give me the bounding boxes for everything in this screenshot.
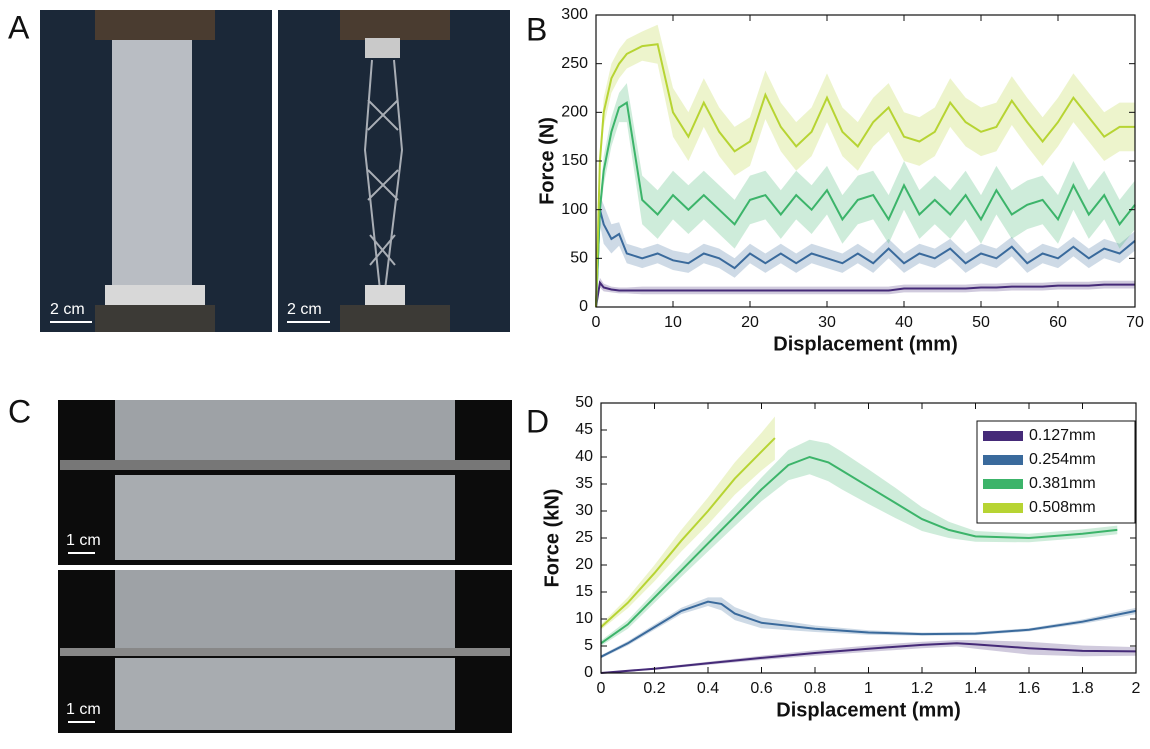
legend-swatch — [983, 431, 1023, 441]
series-line — [600, 642, 1137, 674]
y-tick-label: 250 — [561, 55, 588, 72]
x-tick-label: 2 — [1132, 680, 1141, 697]
x-tick-label: 1.2 — [911, 680, 933, 697]
y-tick-label: 5 — [584, 637, 593, 654]
series-line — [595, 43, 1135, 308]
y-tick-label: 100 — [561, 201, 588, 218]
y-tick-label: 35 — [575, 475, 593, 492]
y-tick-label: 0 — [584, 664, 593, 681]
y-tick-label: 45 — [575, 421, 593, 438]
panel-label: A — [8, 9, 30, 45]
x-tick-label: 1 — [864, 680, 873, 697]
x-tick-label: 70 — [1126, 314, 1144, 331]
legend-label: 0.127mm — [1029, 427, 1096, 444]
x-tick-label: 30 — [818, 314, 836, 331]
legend-swatch — [983, 455, 1023, 465]
x-tick-label: 1.4 — [964, 680, 986, 697]
series-line — [600, 455, 1118, 645]
legend-swatch — [983, 503, 1023, 513]
y-tick-label: 10 — [575, 610, 593, 627]
error-band — [596, 24, 1135, 307]
error-band — [601, 416, 775, 630]
series-line — [595, 209, 1136, 308]
x-tick-label: 20 — [741, 314, 759, 331]
x-axis-label: Displacement (mm) — [776, 699, 961, 721]
panel-label: B — [526, 11, 547, 47]
y-tick-label: 50 — [570, 250, 588, 267]
y-tick-label: 50 — [575, 394, 593, 411]
x-tick-label: 0.2 — [643, 680, 665, 697]
error-band — [596, 195, 1135, 307]
y-tick-label: 40 — [575, 448, 593, 465]
photo-c — [58, 400, 512, 733]
y-tick-label: 300 — [561, 6, 588, 23]
x-tick-label: 0.6 — [750, 680, 772, 697]
series-line — [600, 600, 1137, 658]
panel-label: D — [526, 403, 549, 439]
y-tick-label: 25 — [575, 529, 593, 546]
scale-bar-label: 1 cm — [66, 701, 101, 718]
y-tick-label: 30 — [575, 502, 593, 519]
series-line — [600, 437, 776, 628]
error-band — [601, 640, 1136, 673]
x-tick-label: 0.4 — [697, 680, 719, 697]
y-tick-label: 0 — [579, 298, 588, 315]
y-axis-label: Force (kN) — [541, 489, 563, 588]
legend-label: 0.508mm — [1029, 499, 1096, 516]
x-tick-label: 40 — [895, 314, 913, 331]
x-tick-label: 60 — [1049, 314, 1067, 331]
x-tick-label: 1.6 — [1018, 680, 1040, 697]
panel-label: C — [8, 393, 31, 429]
x-tick-label: 0 — [597, 680, 606, 697]
y-tick-label: 200 — [561, 104, 588, 121]
x-tick-label: 0.8 — [804, 680, 826, 697]
scale-bar-label: 2 cm — [287, 301, 322, 318]
x-tick-label: 1.8 — [1071, 680, 1093, 697]
scale-bar-label: 1 cm — [66, 532, 101, 549]
photo-a — [40, 10, 510, 332]
series-line — [595, 280, 1135, 308]
error-band — [596, 83, 1135, 307]
error-band — [596, 277, 1135, 307]
legend-label: 0.381mm — [1029, 475, 1096, 492]
y-tick-label: 15 — [575, 583, 593, 600]
x-tick-label: 50 — [972, 314, 990, 331]
series-line — [595, 100, 1136, 308]
scale-bar-label: 2 cm — [50, 301, 85, 318]
x-tick-label: 10 — [664, 314, 682, 331]
legend-label: 0.254mm — [1029, 451, 1096, 468]
y-axis-label: Force (N) — [536, 117, 558, 205]
legend-swatch — [983, 479, 1023, 489]
x-axis-label: Displacement (mm) — [773, 333, 958, 355]
y-tick-label: 150 — [561, 152, 588, 169]
y-tick-label: 20 — [575, 556, 593, 573]
x-tick-label: 0 — [592, 314, 601, 331]
